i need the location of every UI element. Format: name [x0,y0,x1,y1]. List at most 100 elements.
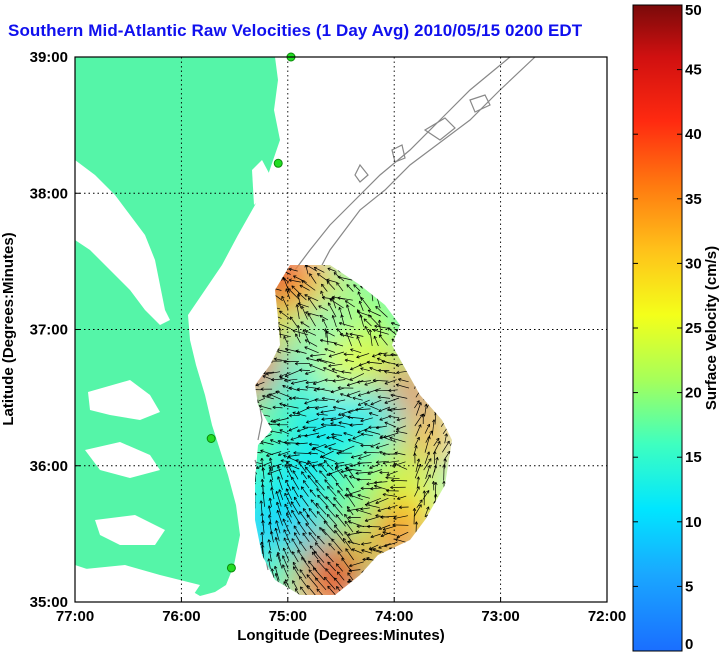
velocity-vector [396,417,406,422]
velocity-vector [313,388,325,392]
velocity-vector [318,305,329,311]
velocity-vector [309,489,317,497]
velocity-vector [324,347,336,353]
velocity-vector [346,284,354,292]
velocity-vector [325,330,329,345]
colorbar-tick-label: 10 [685,514,702,531]
velocity-vector [345,548,354,561]
velocity-vector [327,561,336,572]
velocity-vector [327,585,337,595]
velocity-vector [364,503,380,509]
velocity-vector [300,586,309,595]
velocity-vector [290,379,308,385]
velocity-vector [368,314,381,327]
velocity-vector [321,396,336,401]
velocity-vector [325,553,334,563]
velocity-vector [272,417,289,424]
velocity-vector [330,417,343,422]
velocity-vector [307,475,319,488]
velocity-vector [282,518,291,535]
velocity-vector [390,393,408,399]
velocity-vector [293,532,300,542]
velocity-vector [269,468,273,481]
velocity-vector [359,314,365,327]
velocity-vector [304,294,319,302]
velocity-vector [305,370,316,375]
velocity-vector [336,571,345,581]
velocity-vector [357,461,372,465]
velocity-vector [299,284,310,291]
velocity-vector [416,476,421,489]
velocity-vector [387,504,398,510]
velocity-vector [296,324,301,337]
velocity-vector [390,485,406,490]
velocity-vector [352,433,364,440]
velocity-vector [367,524,381,529]
y-tick-label: 37:00 [30,322,68,339]
velocity-vector [275,491,282,507]
velocity-vector [366,360,382,364]
velocity-vector [332,503,344,516]
velocity-vector [347,540,361,546]
velocity-vector [279,429,290,435]
velocity-vector [331,538,343,552]
velocity-vector [315,405,328,410]
velocity-vector [255,381,265,387]
velocity-vector [345,332,353,347]
velocity-vector [316,412,328,416]
velocity-vector [388,388,398,393]
velocity-vector [341,557,352,572]
velocity-vector [369,366,379,372]
colorbar: 0 5 10 15 20 25 30 35 40 45 50 Surface Velocity (c… [632,2,720,653]
velocity-vector [281,295,289,310]
velocity-vector [368,329,373,347]
velocity-vector [349,475,362,481]
velocity-vector [265,371,281,376]
velocity-vector [268,463,282,470]
velocity-vector [367,309,381,317]
velocity-vector [378,368,390,373]
velocity-vector [340,392,352,399]
velocity-vector [297,302,309,308]
grid-lines [75,57,607,602]
velocity-vector [305,466,316,480]
radar-stations [206,52,296,573]
velocity-vector [306,418,319,424]
velocity-vector [332,379,346,383]
velocity-vector [304,339,318,347]
velocity-vector [333,497,343,508]
velocity-vector [344,474,355,489]
velocity-vector [280,459,291,463]
velocity-vector [306,574,319,588]
velocity-vector [349,561,364,568]
velocity-vector [326,468,343,476]
velocity-vector [413,453,417,464]
velocity-vector [301,556,311,569]
velocity-vector [325,505,336,518]
colorbar-tick-label: 0 [685,636,693,653]
velocity-vector [270,568,275,579]
velocity-vector [268,497,272,507]
velocity-vector [261,491,265,507]
velocity-vector [321,455,336,462]
velocity-vector [292,470,299,480]
velocity-vector [295,333,301,344]
velocity-vector [255,460,263,465]
velocity-vector [323,576,336,590]
velocity-vector [284,503,292,518]
velocity-vector [433,437,440,447]
velocity-vector [370,399,382,406]
velocity-vector [341,370,352,374]
velocity-vector [316,387,334,393]
velocity-vector [416,499,423,508]
velocity-vector [336,399,346,403]
velocity-vector [327,485,337,497]
velocity-vector [255,492,257,509]
velocity-vector [385,475,400,480]
velocity-vector [375,305,388,318]
velocity-vector [346,390,361,397]
velocity-vector [326,513,338,526]
velocity-vector [284,492,292,508]
velocity-vector [414,486,420,497]
colorbar-tick-label: 5 [685,578,693,595]
